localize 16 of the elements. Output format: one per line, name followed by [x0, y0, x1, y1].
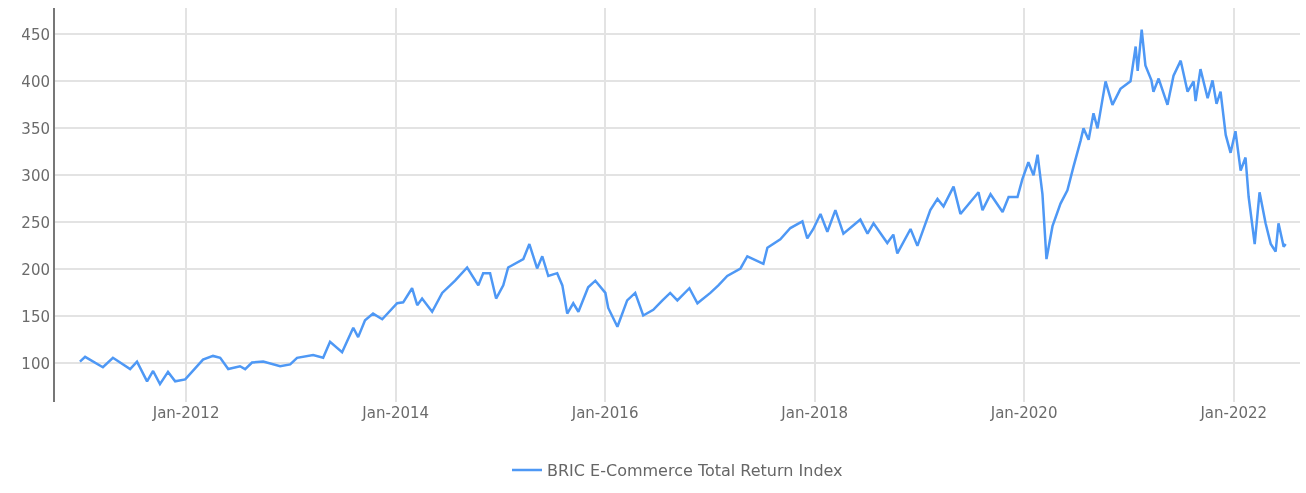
- y-tick-label: 200: [21, 260, 50, 279]
- y-tick-label: 150: [21, 307, 50, 326]
- line-series: [78, 28, 1287, 386]
- y-tick-label: 300: [21, 166, 50, 185]
- x-tick-label: Jan-2020: [989, 404, 1058, 422]
- legend-label: BRIC E-Commerce Total Return Index: [547, 461, 843, 481]
- y-tick-label: 350: [21, 119, 50, 138]
- x-tick-label: Jan-2014: [361, 404, 430, 422]
- y-tick-label: 400: [21, 72, 50, 91]
- x-tick-label: Jan-2016: [570, 404, 639, 422]
- y-tick-label: 250: [21, 213, 50, 232]
- x-tick-label: Jan-2018: [780, 404, 849, 422]
- x-tick-label: Jan-2012: [151, 404, 220, 422]
- x-tick-label: Jan-2022: [1199, 404, 1268, 422]
- y-tick-label: 450: [21, 25, 50, 44]
- y-tick-label: 100: [21, 354, 50, 373]
